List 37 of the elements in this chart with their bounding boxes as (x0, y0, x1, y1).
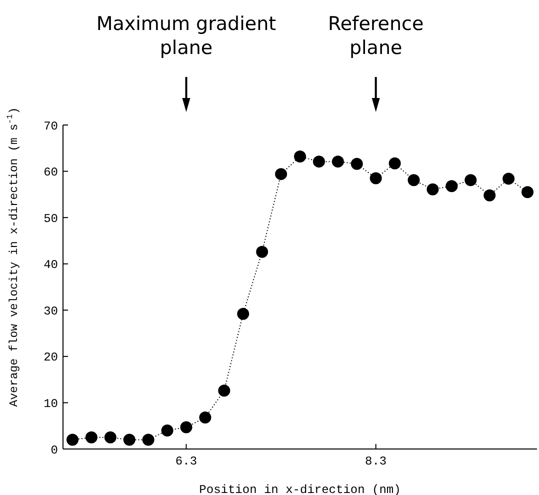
point (522, 186, 534, 198)
point (446, 180, 458, 192)
point (350, 158, 363, 170)
text: Reference plane (328, 13, 424, 59)
y-tick-label: 60 (44, 166, 58, 180)
point (180, 421, 192, 434)
point (66, 434, 78, 446)
point (275, 168, 288, 180)
point (142, 434, 154, 446)
y-tick-label: 20 (44, 350, 58, 365)
point (237, 308, 250, 320)
point (464, 174, 477, 186)
point (218, 384, 230, 397)
point (426, 183, 439, 196)
y-tick-label: 0 (50, 443, 58, 458)
point (104, 431, 116, 444)
point (408, 174, 420, 186)
point (312, 156, 325, 168)
point (161, 424, 174, 436)
text: Maximum gradient plane (96, 13, 276, 59)
point (332, 156, 344, 168)
y-tick-label: 40 (44, 258, 58, 272)
y-tick-label: 10 (44, 396, 58, 411)
y-tick-label: 30 (44, 304, 58, 318)
point (370, 172, 382, 184)
point (502, 172, 515, 185)
point (123, 434, 136, 446)
point (85, 431, 98, 444)
point (256, 246, 268, 258)
point (294, 150, 306, 162)
y-tick-label: 70 (44, 119, 58, 134)
point (484, 189, 496, 202)
x-tick-label: 8.3 (365, 454, 387, 469)
point (388, 157, 401, 170)
y-tick-label: 50 (44, 212, 58, 226)
point (199, 412, 212, 424)
x-tick-label: 6.3 (175, 454, 198, 469)
